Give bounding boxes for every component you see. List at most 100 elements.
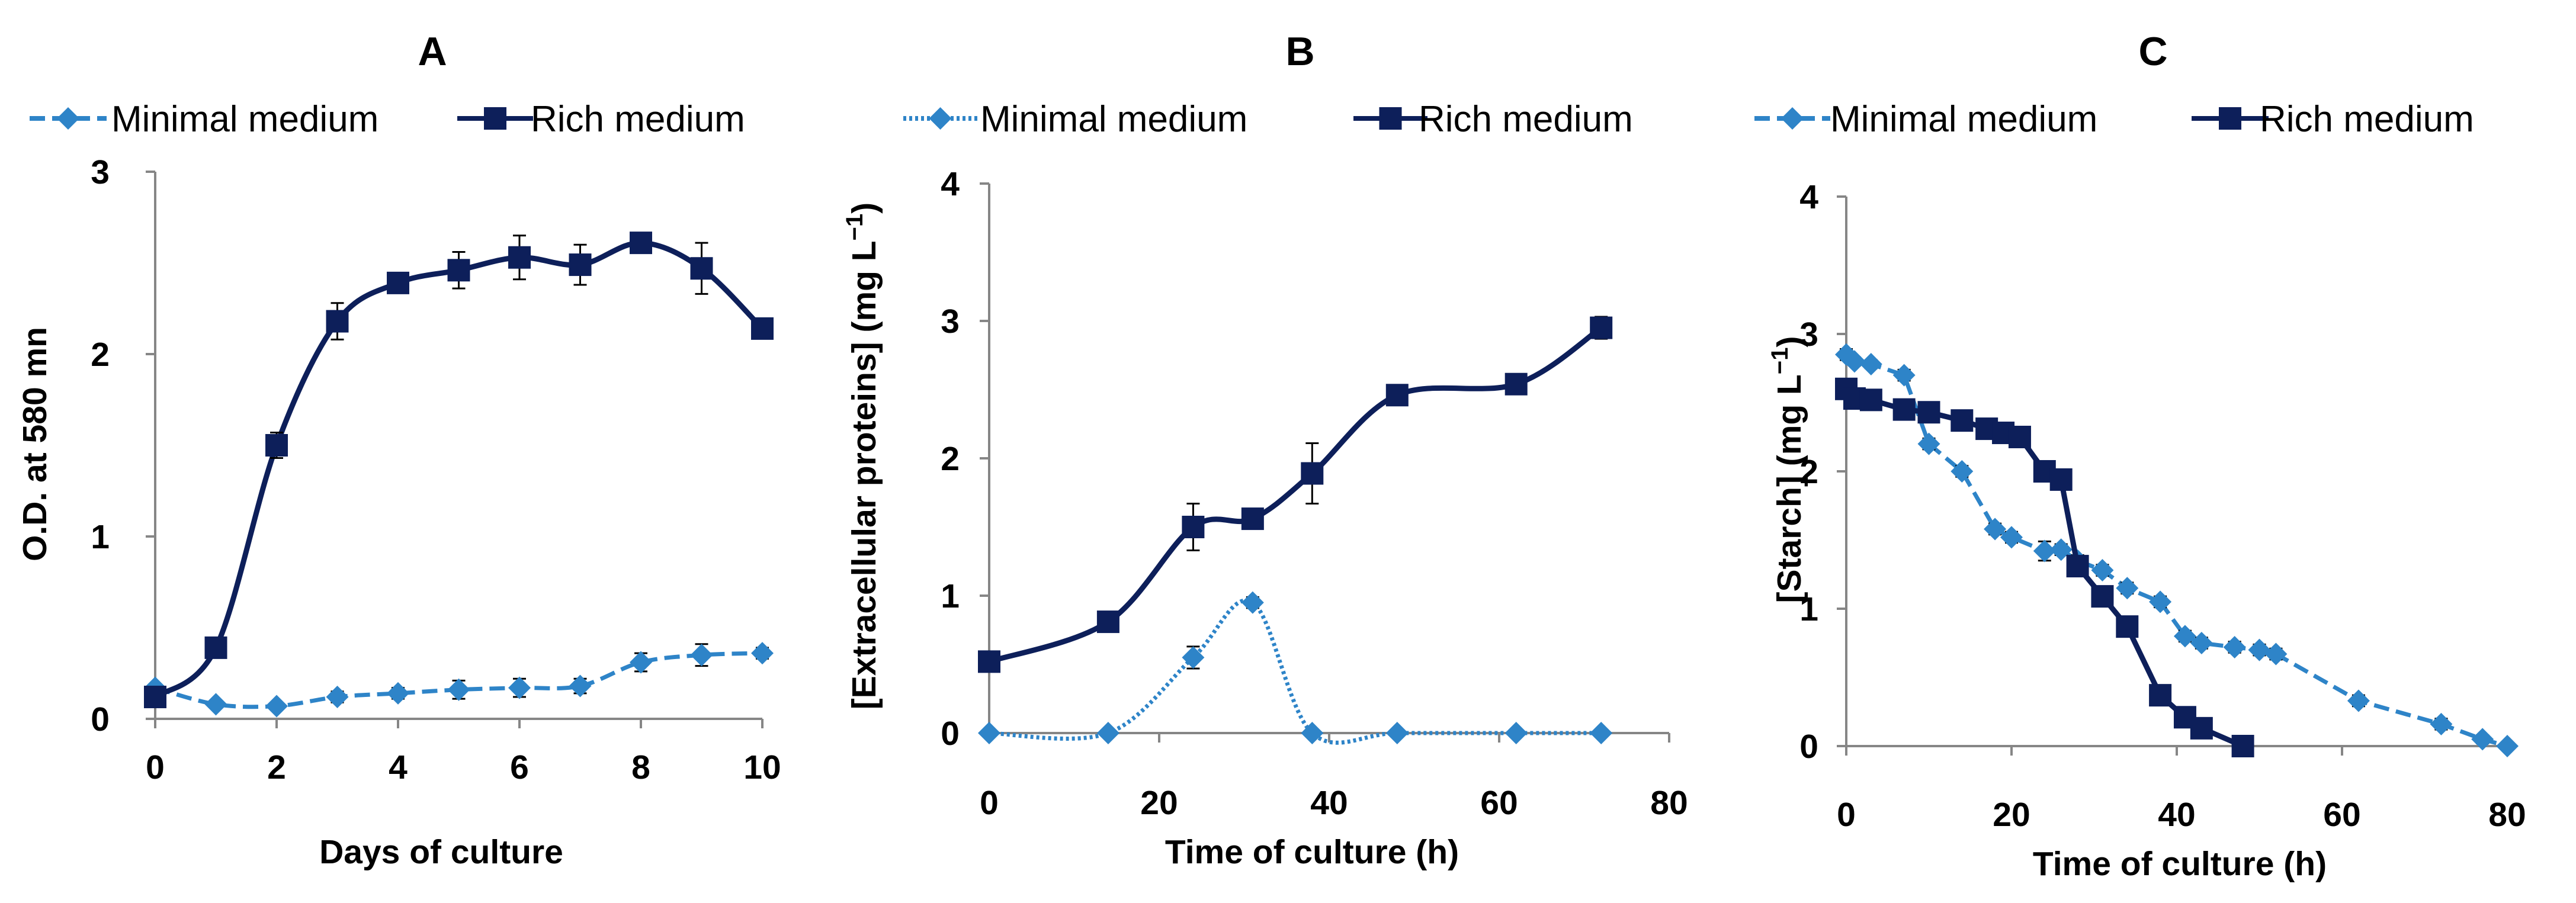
y-axis-label-text: [Starch] (mg L: [1770, 374, 1808, 603]
rich-medium-data-point: [387, 271, 409, 294]
legend-rich-label: Rich medium: [1419, 99, 1633, 140]
rich-medium-data-point: [2091, 585, 2114, 608]
panel-c-x-axis-label: Time of culture (h): [2033, 845, 2327, 883]
minimal-medium-data-point: [690, 644, 713, 667]
legend-minimal-label: Minimal medium: [1830, 99, 2097, 140]
minimal-medium-data-point: [630, 651, 652, 674]
rich-medium-data-point: [978, 650, 1000, 673]
y-tick-label: 0: [91, 700, 110, 738]
rich-medium-line: [1844, 387, 2244, 749]
rich-medium-data-point: [690, 257, 713, 280]
minimal-medium-data-point: [1590, 722, 1613, 744]
rich-medium-data-point: [2149, 684, 2172, 707]
y-tick-label: 4: [941, 165, 960, 203]
y-tick-label: 3: [91, 153, 110, 191]
minimal-medium-data-point: [751, 642, 774, 665]
y-tick-label: 0: [1799, 728, 1818, 766]
rich-medium-series: [144, 232, 774, 709]
axes: [146, 171, 764, 728]
y-axis-label-close: ): [845, 203, 883, 214]
x-tick-label: 4: [389, 748, 408, 786]
panel-c-y-axis-label: [Starch] (mg L−1): [1767, 336, 1808, 603]
panel-b-y-axis-label: [Extracellular proteins] (mg L−1): [842, 203, 883, 709]
minimal-medium-data-point: [2223, 635, 2246, 658]
rich-medium-data-point: [1951, 409, 1974, 432]
rich-medium-data-point: [569, 253, 592, 277]
minimal-medium-data-point: [2116, 577, 2139, 600]
y-tick-label: 2: [91, 336, 110, 374]
rich-medium-data-point: [2116, 615, 2139, 638]
legend-minimal-marker: [1781, 107, 1804, 130]
y-axis-label-superscript: −1: [842, 214, 868, 241]
rich-medium-data-point: [447, 259, 470, 282]
minimal-medium-data-point: [2000, 526, 2023, 549]
panel-a-legend: Minimal medium Rich medium: [30, 99, 745, 140]
minimal-medium-data-point: [1843, 350, 1866, 373]
panel-a-y-axis-label: O.D. at 580 mn: [16, 327, 54, 561]
x-tick-label: 10: [743, 748, 781, 786]
rich-medium-data-point: [265, 434, 288, 457]
x-tick-label: 0: [146, 748, 165, 786]
panel-c-legend: Minimal medium Rich medium: [1754, 99, 2474, 140]
y-tick-label: 0: [941, 715, 960, 753]
minimal-medium-line: [1844, 353, 2508, 748]
legend-minimal-marker: [929, 107, 952, 130]
minimal-medium-data-point: [387, 682, 409, 705]
minimal-medium-line: [989, 598, 1602, 745]
minimal-medium-series: [144, 642, 774, 718]
minimal-medium-data-point: [2347, 689, 2370, 712]
panel-b-title: B: [1285, 29, 1314, 74]
minimal-medium-data-point: [508, 676, 531, 699]
y-tick-label: 1: [941, 577, 960, 615]
minimal-medium-data-point: [204, 693, 227, 716]
axes: [1837, 195, 2508, 756]
minimal-medium-data-point: [1859, 353, 1882, 376]
x-tick-label: 0: [980, 784, 999, 822]
rich-medium-data-point: [1182, 516, 1205, 538]
panel-a-x-axis-label: Days of culture: [319, 833, 563, 871]
y-axis-label-close: ): [1770, 336, 1808, 348]
minimal-medium-data-point: [2248, 638, 2271, 661]
x-tick-label: 0: [1837, 796, 1856, 834]
x-tick-label: 80: [2488, 796, 2526, 834]
x-tick-label: 20: [1993, 796, 2030, 834]
rich-medium-data-point: [2190, 716, 2213, 740]
minimal-medium-data-point: [2264, 642, 2288, 666]
rich-medium-data-point: [1917, 401, 1940, 424]
legend-minimal-label: Minimal medium: [980, 99, 1247, 140]
minimal-medium-data-point: [326, 686, 349, 709]
x-tick-label: 8: [631, 748, 650, 786]
rich-medium-data-point: [2008, 426, 2031, 448]
x-tick-label: 80: [1650, 784, 1688, 822]
panel-c-title: C: [2138, 29, 2167, 74]
legend-minimal-label: Minimal medium: [111, 99, 378, 140]
x-tick-label: 40: [1310, 784, 1348, 822]
minimal-medium-data-point: [978, 722, 1000, 744]
minimal-medium-data-point: [2430, 712, 2453, 735]
minimal-medium-data-point: [569, 674, 592, 698]
rich-medium-data-point: [326, 310, 349, 333]
minimal-medium-data-point: [2033, 539, 2056, 563]
y-tick-label: 1: [1799, 590, 1818, 628]
rich-medium-data-point: [1590, 316, 1613, 339]
x-tick-label: 2: [267, 748, 286, 786]
minimal-medium-data-point: [1182, 646, 1205, 669]
minimal-medium-data-point: [1951, 460, 1974, 483]
x-tick-label: 20: [1140, 784, 1178, 822]
rich-medium-data-point: [1241, 507, 1264, 531]
rich-medium-data-point: [1504, 372, 1528, 396]
y-tick-label: 1: [91, 518, 110, 556]
rich-medium-data-point: [2231, 735, 2254, 757]
y-tick-label: 3: [941, 303, 960, 340]
minimal-medium-data-point: [447, 678, 470, 701]
legend-rich-marker: [484, 107, 506, 130]
legend-minimal-marker: [57, 107, 79, 130]
y-tick-label: 4: [1799, 178, 1818, 216]
rich-medium-data-point: [204, 636, 227, 659]
rich-medium-line: [153, 240, 765, 699]
rich-medium-data-point: [1385, 384, 1409, 407]
rich-medium-series: [1835, 377, 2254, 757]
rich-medium-series: [978, 316, 1613, 673]
panel-b-chart: B Minimal medium Rich medium 4 3 2 1 0 0…: [842, 29, 1688, 871]
panel-b-x-axis-label: Time of culture (h): [1165, 833, 1459, 871]
